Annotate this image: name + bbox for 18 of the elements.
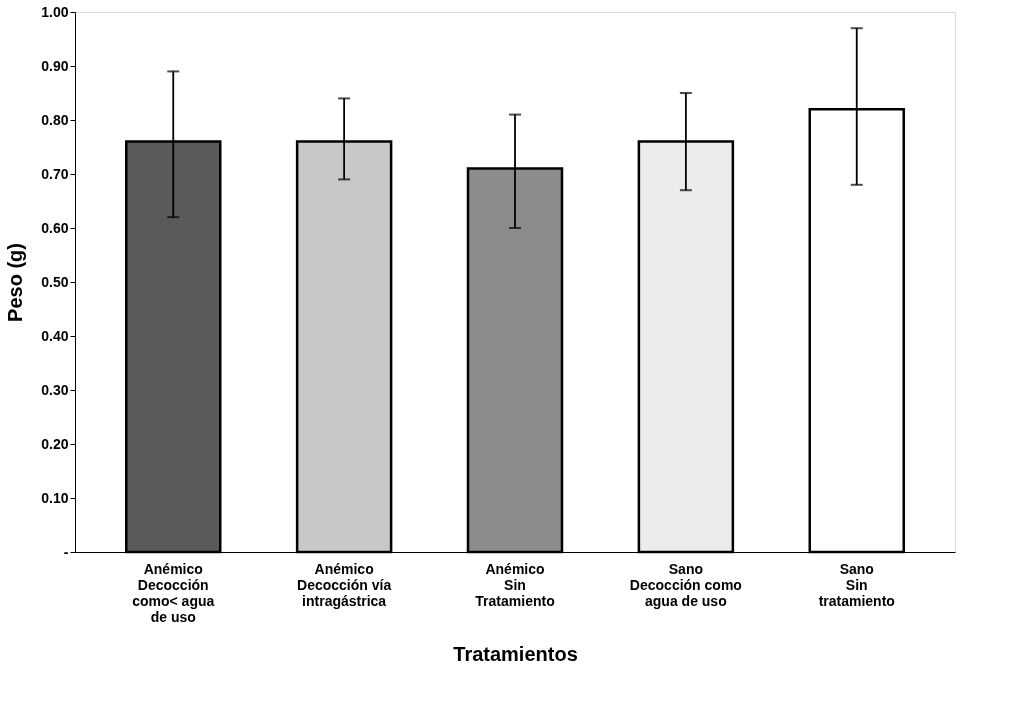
y-tick-label: - <box>63 543 69 560</box>
x-tick-label: Sano Sin tratamiento <box>818 560 895 609</box>
y-tick-label: 0.90 <box>41 57 69 74</box>
y-tick-label: 0.10 <box>41 489 69 506</box>
x-tick-label: Sano Decocción como agua de uso <box>629 560 742 609</box>
y-tick-label: 0.40 <box>41 327 69 344</box>
x-tick-label: Anémico Sin Tratamiento <box>475 560 555 609</box>
y-tick-label: 0.20 <box>41 435 69 452</box>
y-tick-label: 0.60 <box>41 219 69 236</box>
x-tick-label: Anémico Decocción vía intragástrica <box>297 560 392 609</box>
y-tick-label: 0.30 <box>41 381 69 398</box>
y-tick-label: 0.70 <box>41 165 69 182</box>
y-tick-label: 1.00 <box>41 3 69 20</box>
x-tick-label: Anémico Decocción como< agua de uso <box>132 560 215 625</box>
y-tick-label: 0.80 <box>41 111 69 128</box>
x-axis-title: Tratamientos <box>453 642 578 665</box>
y-tick-label: 0.50 <box>41 273 69 290</box>
y-axis-title: Peso (g) <box>4 243 27 322</box>
